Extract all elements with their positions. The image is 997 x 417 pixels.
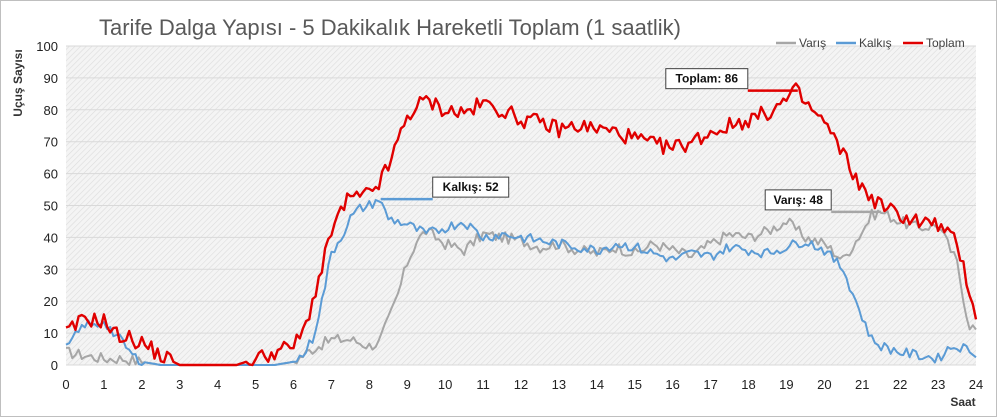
x-tick-label: 11 [476,377,490,392]
x-tick-label: 1 [100,377,107,392]
y-tick-label: 0 [51,358,58,373]
x-tick-label: 16 [665,377,679,392]
x-tick-label: 8 [366,377,373,392]
x-tick-label: 20 [817,377,831,392]
x-tick-label: 17 [703,377,717,392]
x-tick-label: 22 [893,377,907,392]
x-tick-label: 4 [214,377,221,392]
x-tick-label: 23 [931,377,945,392]
x-tick-label: 15 [628,377,642,392]
annotation-label: Varış: 48 [774,193,824,207]
x-tick-label: 19 [779,377,793,392]
y-tick-label: 90 [44,71,58,86]
x-tick-label: 24 [969,377,983,392]
annotations: Kalkış: 52 Varış: 48 Toplam: 86 [380,68,882,214]
x-tick-label: 18 [741,377,755,392]
annotation-label: Toplam: 86 [676,72,739,86]
y-tick-label: 50 [44,199,58,214]
x-axis-title: Saat [950,395,975,409]
chart-title: Tarife Dalga Yapısı - 5 Dakikalık Hareke… [99,15,681,40]
annotation-box [432,176,510,198]
y-tick-label: 10 [44,326,58,341]
x-tick-label: 13 [552,377,566,392]
x-tick-label: 14 [590,377,604,392]
x-tick-label: 0 [62,377,69,392]
y-axis-title: Uçuş Sayısı [11,49,25,116]
series-lines [65,82,978,367]
annotation-box [665,68,749,90]
y-tick-labels: 0 10 20 30 40 50 60 70 80 90 100 [36,39,58,373]
y-tick-label: 40 [44,230,58,245]
legend-label: Varış [799,36,826,50]
legend: Varış Kalkış Toplam [776,36,965,50]
x-tick-label: 7 [328,377,335,392]
x-tick-label: 5 [252,377,259,392]
y-tick-label: 80 [44,103,58,118]
x-tick-label: 12 [514,377,528,392]
annotation-box [764,189,832,211]
x-tick-label: 2 [138,377,145,392]
x-tick-label: 21 [855,377,869,392]
y-tick-label: 60 [44,167,58,182]
y-tick-label: 100 [36,39,58,54]
y-tick-label: 70 [44,135,58,150]
x-tick-label: 6 [290,377,297,392]
x-tick-labels: 0 1 2 3 4 5 6 7 8 9 10 11 12 13 14 15 16 17 18 19 20 21 22 23 24 [62,377,983,392]
y-tick-label: 30 [44,262,58,277]
x-tick-label: 3 [176,377,183,392]
x-tick-label: 10 [438,377,452,392]
series-line-2 [65,82,978,367]
y-tick-label: 20 [44,294,58,309]
x-tick-label: 9 [404,377,411,392]
legend-label: Toplam [926,36,965,50]
annotation-label: Kalkış: 52 [443,180,499,194]
legend-label: Kalkış [859,36,892,50]
gridlines [66,45,976,366]
